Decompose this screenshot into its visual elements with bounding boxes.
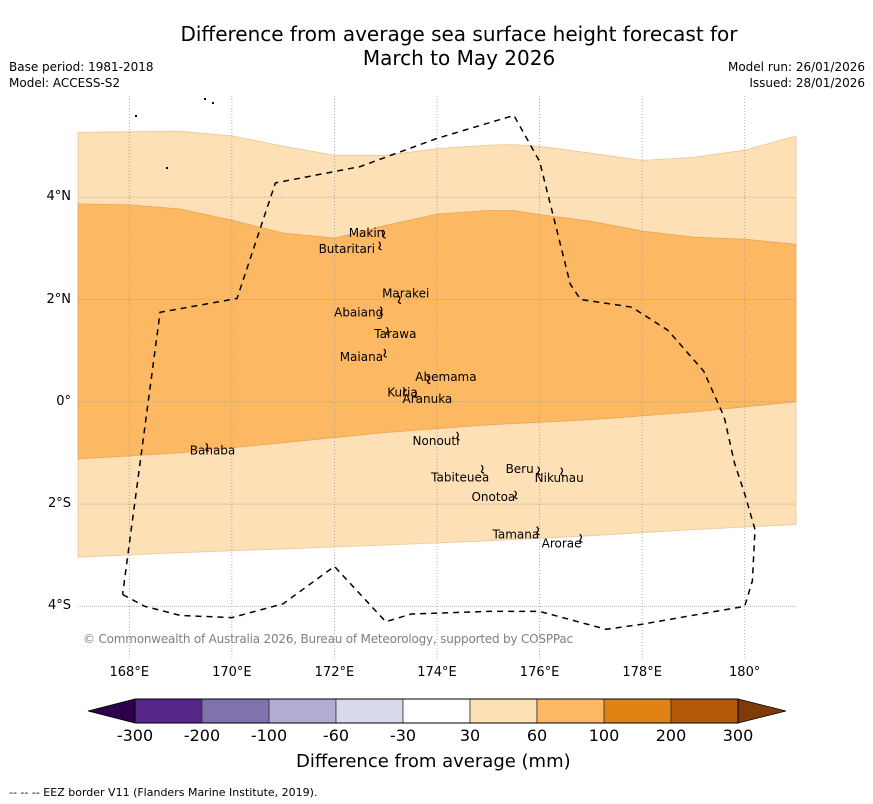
colorbar-extend-high: [737, 698, 787, 724]
lat-tick-label: 0°: [56, 393, 71, 409]
island-label: Maiana: [340, 350, 383, 364]
colorbar-bin: [134, 698, 203, 724]
island-shape: [426, 375, 431, 385]
colorbar-tick-label: -300: [116, 726, 154, 745]
colorbar-bin: [469, 698, 538, 724]
colorbar-tick-label: 200: [655, 726, 687, 745]
lat-tick-label: 2°N: [46, 291, 72, 307]
colorbar-tick-label: -200: [183, 726, 221, 745]
colorbar-bin: [670, 698, 739, 724]
lon-tick-label: 178°E: [622, 665, 662, 680]
island-shape: [456, 431, 460, 441]
colorbar-tick-label: 300: [722, 726, 754, 745]
island-label: Nonouti: [413, 434, 460, 448]
gridlines: [78, 96, 796, 660]
island-shape: [385, 326, 390, 336]
island-shape: [536, 526, 540, 536]
issued-date: Issued: 28/01/2026: [749, 76, 865, 90]
island-label: Nikunau: [535, 471, 584, 485]
islands: Makin Butaritari Marakei Abaiang Tarawa Maian…: [135, 98, 584, 550]
lon-tick-label: 170°E: [212, 665, 252, 680]
colorbar-label: Difference from average (mm): [296, 751, 571, 772]
colorbar-tick-label: -60: [322, 726, 350, 745]
island-label: Arorae: [542, 536, 582, 550]
colorbar-tick-label: -30: [389, 726, 417, 745]
chart-title: Difference from average sea surface heig…: [0, 22, 873, 70]
island-shape: [402, 387, 407, 397]
colorbar-bin: [603, 698, 672, 724]
lat-tick-label: 4°S: [47, 598, 71, 614]
island-label: Onotoa: [471, 490, 515, 504]
copyright-notice: © Commonwealth of Australia 2026, Bureau…: [83, 632, 573, 646]
island-shape: [382, 229, 386, 239]
colorbar: [87, 698, 787, 724]
island-shape: [537, 466, 541, 476]
lon-tick-label: 172°E: [314, 665, 355, 680]
eez-footnote: -- -- -- EEZ border V11 (Flanders Marine…: [9, 786, 318, 799]
island-label: Tarawa: [373, 327, 416, 341]
colorbar-bin: [201, 698, 270, 724]
colorbar-outline: [134, 698, 739, 724]
island-label: Abemama: [415, 370, 476, 384]
colorbar-tick-label: 30: [459, 726, 481, 745]
island-shape: [560, 467, 564, 477]
lat-tick-label: 4°N: [46, 189, 72, 205]
colorbar-tick-label: 60: [526, 726, 548, 745]
lon-tick-label: 174°E: [417, 665, 457, 680]
island-label: Marakei: [382, 286, 429, 300]
island-label: Tamana: [492, 528, 540, 542]
island-label: Aranuka: [402, 392, 452, 406]
colorbar-bin: [402, 698, 471, 724]
island-shape: [579, 533, 583, 543]
colorbar-tick-label: 100: [588, 726, 620, 745]
island-label: Beru: [506, 462, 534, 476]
island-shape: [166, 167, 168, 169]
island-shape: [379, 306, 384, 316]
model-name: Model: ACCESS-S2: [9, 76, 121, 90]
colorbar-bin: [536, 698, 605, 724]
model-run: Model run: 26/01/2026: [727, 60, 865, 74]
island-shape: [414, 389, 418, 399]
eez-border-line: [121, 114, 756, 631]
colorbar-tick-label: -100: [250, 726, 288, 745]
colorbar-bin: [268, 698, 337, 724]
island-shape: [378, 241, 382, 251]
lon-tick-label: 176°E: [519, 665, 560, 680]
lon-tick-label: 180°: [729, 665, 761, 680]
island-label: Abaiang: [334, 306, 383, 320]
meta-left: Base period: 1981-2018 Model: ACCESS-S2: [9, 59, 154, 91]
meta-right: Model run: 26/01/2026 Issued: 28/01/2026: [728, 59, 865, 91]
title-line-1: Difference from average sea surface heig…: [180, 22, 738, 46]
island-shape: [135, 115, 137, 117]
island-shape: [514, 490, 518, 500]
island-label: Banaba: [190, 443, 236, 457]
title-line-2: March to May 2026: [362, 46, 556, 70]
eez-border: [121, 114, 756, 631]
island-label: Kuria: [387, 386, 418, 400]
colorbar-bin: [335, 698, 404, 724]
island-shape: [205, 442, 209, 452]
island-label: Tabiteuea: [430, 470, 489, 484]
island-shape: [212, 102, 214, 104]
island-shape: [397, 294, 402, 305]
lon-tick-label: 168°E: [109, 665, 150, 680]
island-label: Makin: [349, 226, 385, 240]
island-shape: [480, 464, 485, 474]
island-shape: [383, 348, 387, 358]
island-label: Butaritari: [319, 242, 376, 256]
island-shape: [204, 98, 206, 100]
lat-tick-label: 2°S: [47, 496, 71, 512]
base-period: Base period: 1981-2018: [9, 60, 154, 74]
colorbar-extend-low: [87, 698, 136, 724]
